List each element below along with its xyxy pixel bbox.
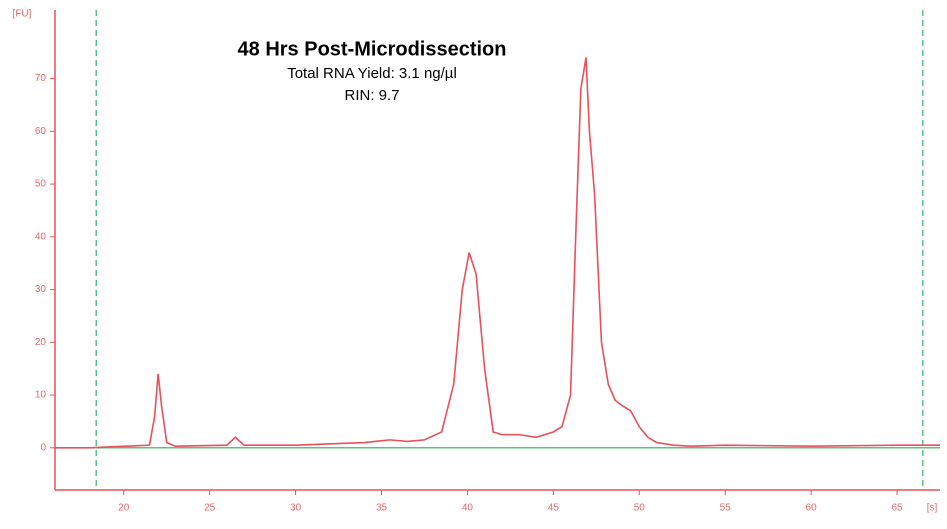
chart-title: 48 Hrs Post-Microdissection: [238, 38, 507, 60]
y-tick-label: 50: [35, 179, 47, 190]
x-tick-label: 35: [376, 503, 388, 514]
y-tick-label: 30: [35, 284, 47, 295]
x-tick-label: 30: [290, 503, 302, 514]
y-tick-label: 0: [40, 442, 46, 453]
x-tick-label: 45: [548, 503, 560, 514]
y-tick-label: 40: [35, 231, 47, 242]
y-tick-label: 20: [35, 337, 47, 348]
x-tick-label: 65: [891, 503, 903, 514]
subtitle: Total RNA Yield: 3.1 ng/µl: [287, 65, 457, 82]
x-axis-label: [s]: [927, 503, 938, 514]
x-tick-label: 40: [462, 503, 474, 514]
y-tick-label: 10: [35, 390, 47, 401]
y-tick-label: 60: [35, 126, 47, 137]
x-tick-label: 20: [118, 503, 130, 514]
x-tick-label: 25: [204, 503, 216, 514]
x-tick-label: 50: [634, 503, 646, 514]
y-tick-label: 70: [35, 73, 47, 84]
annotation: RIN: 9.7: [344, 87, 399, 104]
trace: [55, 57, 940, 449]
x-tick-label: 60: [806, 503, 818, 514]
x-tick-label: 55: [720, 503, 732, 514]
y-axis-label: [FU]: [13, 9, 32, 20]
